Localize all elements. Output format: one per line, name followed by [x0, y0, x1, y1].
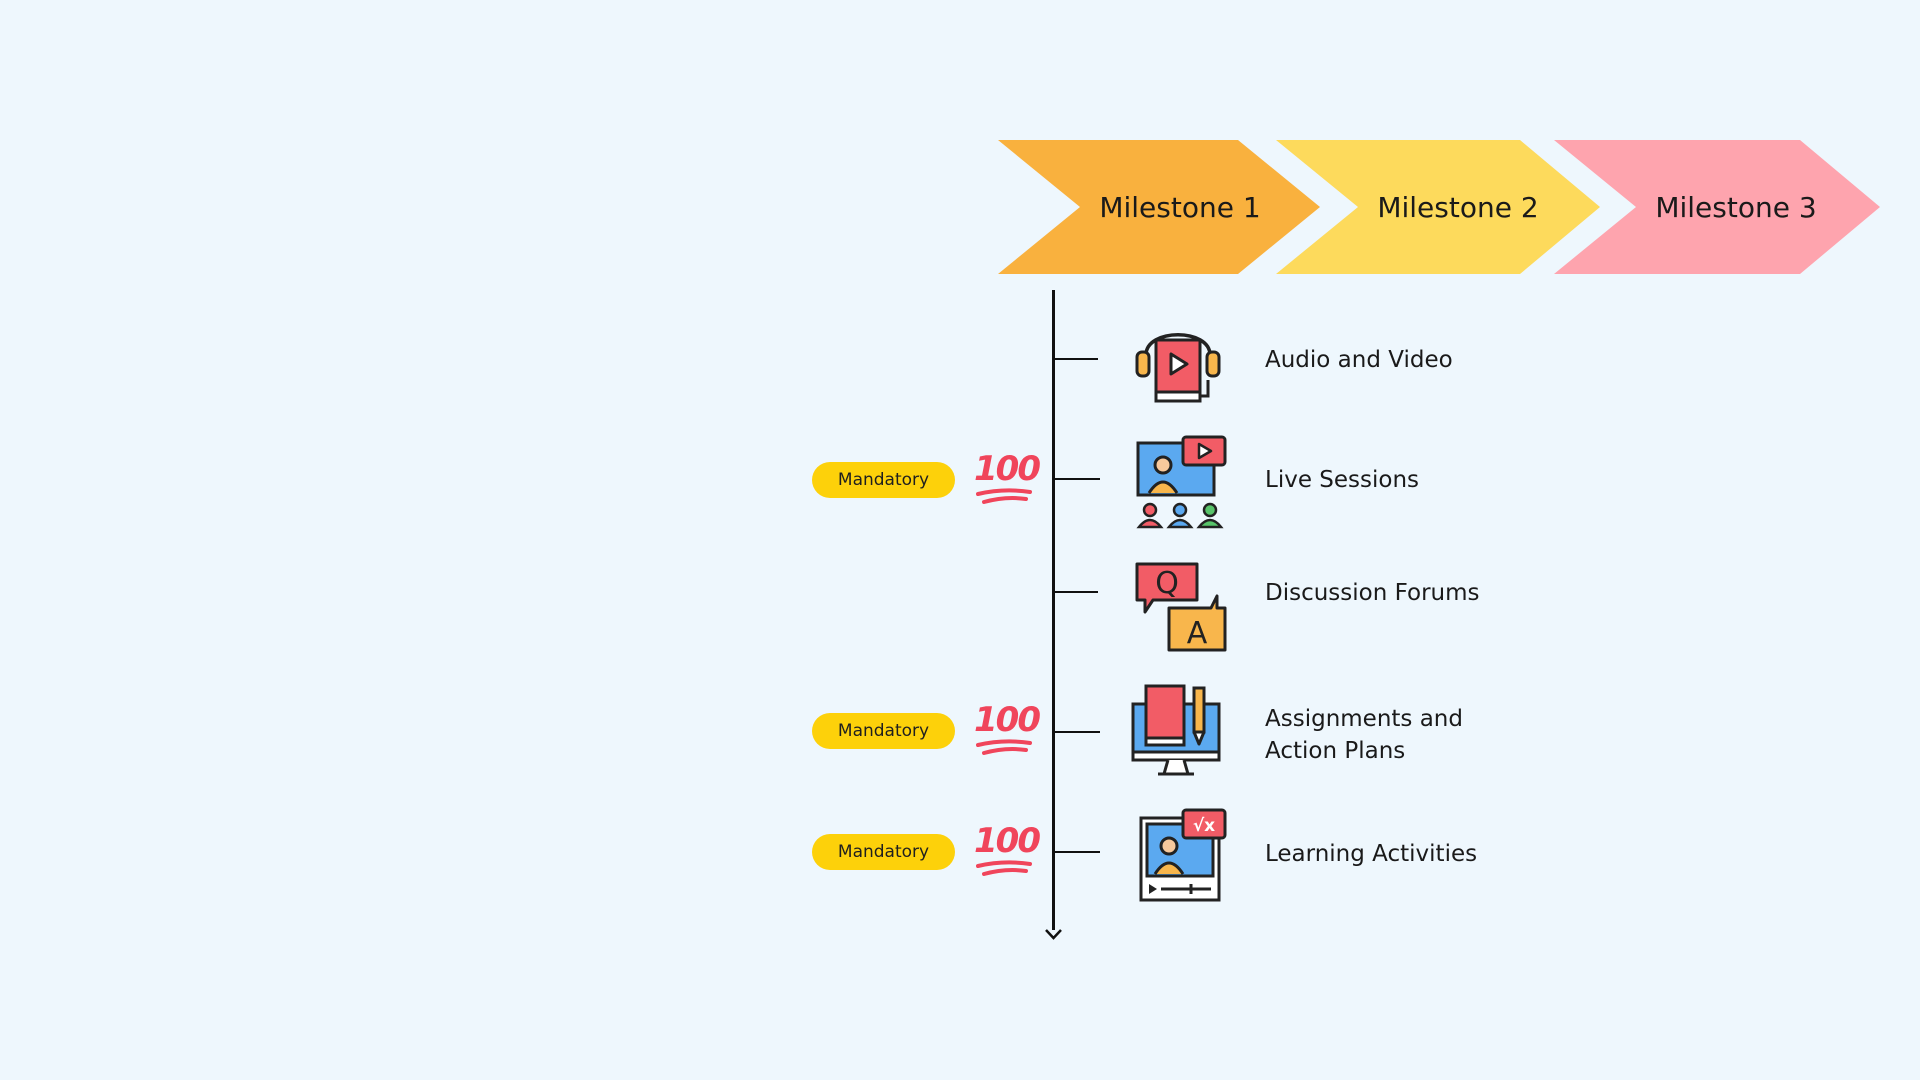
timeline-tick: [1054, 358, 1098, 360]
item-label-learning-activities: Learning Activities: [1265, 841, 1478, 867]
milestone-1-label: Milestone 1: [1099, 190, 1261, 224]
hundred-points-icon: 100: [974, 452, 1041, 504]
milestone-3-chevron: [1554, 140, 1880, 274]
svg-text:√x: √x: [1193, 816, 1215, 836]
svg-text:Q: Q: [1155, 566, 1179, 601]
mandatory-badge: Mandatory: [812, 462, 955, 498]
headphones-video-book-icon: [1128, 310, 1228, 410]
question-answer-bubbles-icon: Q A: [1133, 558, 1233, 658]
video-lesson-math-icon: √x: [1133, 808, 1233, 908]
timeline-tick: [1054, 851, 1100, 853]
item-label-discussion-forums: Discussion Forums: [1265, 580, 1480, 606]
item-label-assignments-line-1: Assignments and: [1265, 706, 1463, 732]
timeline-tick: [1054, 591, 1098, 593]
computer-book-pencil-icon: [1128, 682, 1228, 782]
hundred-points-text: 100: [974, 700, 1041, 740]
hundred-points-icon: 100: [974, 703, 1041, 755]
item-label-assignments-line-2: Action Plans: [1265, 738, 1406, 764]
milestone-1-chevron: [998, 140, 1320, 274]
milestone-bar: Milestone 1 Milestone 2 Milestone 3: [0, 0, 1920, 300]
hundred-points-text: 100: [974, 821, 1041, 861]
timeline-tick: [1054, 478, 1100, 480]
item-label-live-sessions: Live Sessions: [1265, 467, 1420, 493]
live-session-screen-icon: [1133, 435, 1233, 535]
timeline-arrowhead-icon: [1045, 929, 1062, 940]
svg-text:A: A: [1187, 616, 1208, 651]
timeline-axis: [1052, 290, 1055, 930]
mandatory-badge: Mandatory: [812, 713, 955, 749]
milestone-2-label: Milestone 2: [1377, 190, 1539, 224]
hundred-points-text: 100: [974, 449, 1041, 489]
milestone-2-chevron: [1276, 140, 1600, 274]
milestone-3-label: Milestone 3: [1655, 190, 1817, 224]
milestone-chevrons: [998, 140, 1880, 274]
item-label-audio-video: Audio and Video: [1265, 347, 1453, 373]
hundred-points-icon: 100: [974, 824, 1041, 876]
timeline-tick: [1054, 731, 1100, 733]
mandatory-badge: Mandatory: [812, 834, 955, 870]
